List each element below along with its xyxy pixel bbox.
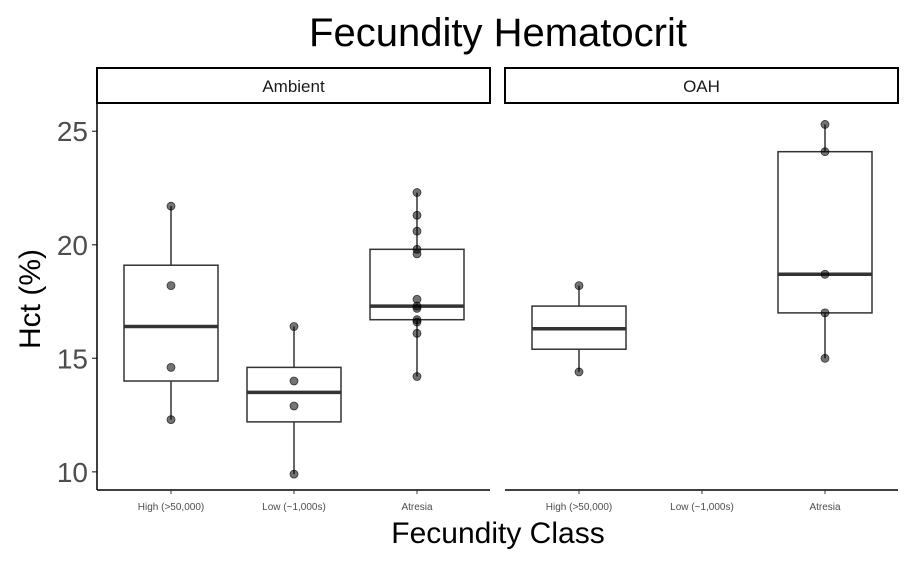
facet-panels: 10 15 20 25 Ambient High (>50,000) Low (~1,000…	[57, 67, 899, 513]
data-point	[412, 372, 422, 381]
facet-panel-oah: OAH High (>50,000) Low (~1,000s) Atresia	[504, 67, 899, 513]
x-tick-label: Low (~1,000s)	[670, 502, 734, 513]
data-point	[574, 367, 584, 377]
x-tick-label: Low (~1,000s)	[262, 502, 326, 513]
facet-strip	[504, 67, 899, 104]
data-point	[166, 362, 176, 372]
facet-strip-label: Ambient	[262, 77, 325, 96]
box-iqr	[246, 366, 342, 423]
data-point	[289, 469, 299, 479]
box-oah-0	[531, 281, 627, 377]
y-axis-title: Hct (%)	[14, 249, 47, 349]
data-point	[289, 322, 299, 331]
data-point	[820, 308, 830, 318]
facet-strip	[96, 67, 491, 104]
data-point	[412, 249, 422, 259]
y-tick-label: 20	[57, 230, 88, 261]
x-tick-label: High (>50,000)	[138, 502, 204, 513]
data-point	[412, 210, 422, 220]
data-point	[412, 317, 422, 327]
data-point	[289, 376, 299, 386]
data-point	[166, 281, 176, 291]
y-tick-label: 10	[57, 457, 88, 488]
data-point	[412, 188, 422, 197]
facet-strip-label: OAH	[683, 77, 720, 96]
box-oah-2	[777, 120, 873, 363]
box-iqr	[777, 150, 873, 314]
data-point	[412, 303, 422, 313]
y-tick-label: 15	[57, 343, 88, 374]
data-point	[820, 269, 830, 279]
data-point	[412, 328, 422, 338]
facet-panel-ambient: Ambient High (>50,000) Low (~1,000s) Atresi…	[96, 67, 491, 513]
data-point	[166, 201, 176, 211]
box-ambient-2	[369, 188, 465, 381]
data-point	[574, 281, 584, 291]
x-tick-label: High (>50,000)	[546, 502, 612, 513]
x-tick-label: Atresia	[809, 502, 841, 513]
data-point	[166, 415, 176, 425]
x-tick-label: Atresia	[401, 502, 433, 513]
box-ambient-0	[123, 201, 219, 425]
data-point	[820, 120, 830, 129]
data-point	[412, 226, 422, 236]
chart-title: Fecundity Hematocrit	[309, 11, 687, 55]
data-point	[820, 147, 830, 157]
y-tick-label: 25	[57, 116, 88, 147]
data-point	[820, 353, 830, 363]
x-axis-title: Fecundity Class	[391, 517, 604, 550]
data-point	[289, 401, 299, 411]
box-ambient-1	[246, 322, 342, 479]
